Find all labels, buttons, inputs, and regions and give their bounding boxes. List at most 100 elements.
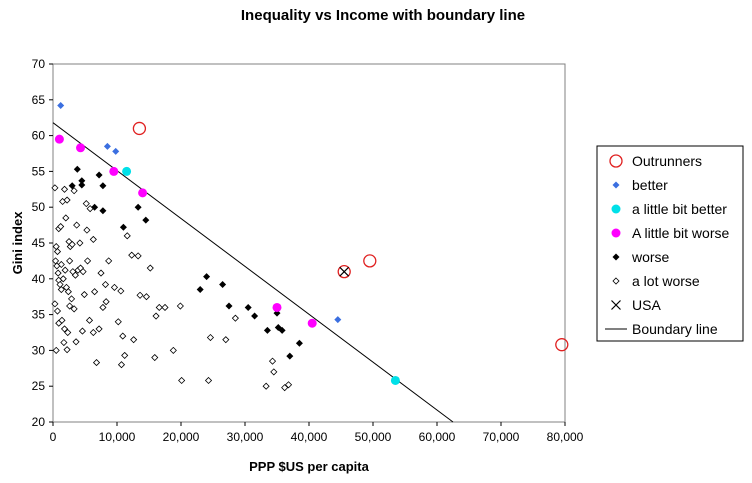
data-point-a-lot-worse: [110, 283, 119, 291]
data-point-a-little-bit-better: [390, 375, 400, 385]
data-point-a-lot-worse: [60, 325, 69, 333]
legend-box: [596, 145, 744, 342]
data-point-worse: [278, 326, 286, 334]
data-point-worse: [142, 216, 150, 224]
y-axis-label: Gini index: [10, 211, 25, 275]
data-point-a-lot-worse: [178, 376, 186, 385]
data-point-a-lot-worse: [57, 285, 65, 294]
data-point-worse: [73, 165, 81, 173]
data-point-a-lot-worse: [89, 235, 97, 243]
data-point-a-lot-worse: [83, 257, 92, 265]
data-point-better: [112, 147, 120, 155]
legend-swatch-worse: [612, 253, 620, 261]
data-point-a-lot-worse: [231, 314, 239, 322]
legend-label-usa: USA: [632, 297, 661, 313]
legend-swatch-outrunners: [609, 154, 623, 168]
data-point-a-lot-worse: [70, 305, 78, 313]
y-tick-label: 45: [32, 236, 46, 250]
data-point-a-lot-worse: [91, 288, 99, 296]
data-point-a-lot-worse: [99, 303, 107, 312]
x-tick-label: 60,000: [419, 430, 456, 444]
data-point-a-lot-worse: [206, 333, 215, 342]
data-point-a-lot-worse: [101, 280, 110, 289]
x-tick-label: 0: [50, 430, 57, 444]
data-point-a-lot-worse: [89, 328, 97, 337]
data-point-a-lot-worse: [53, 307, 62, 315]
data-point-a-lot-worse: [270, 368, 278, 376]
y-tick-label: 20: [32, 415, 46, 429]
data-point-worse: [91, 203, 99, 211]
data-point-a-lot-worse: [281, 384, 289, 392]
data-point-a-lot-worse: [152, 312, 160, 320]
legend: Outrunners better a little bit better A lit…: [596, 145, 744, 342]
data-point-a-little-bit-worse: [54, 134, 64, 144]
data-point-a-lot-worse: [51, 184, 59, 192]
y-tick-label: 60: [32, 129, 46, 143]
data-point-a-lot-worse: [72, 338, 80, 346]
data-point-a-lot-worse: [117, 361, 126, 369]
data-point-worse: [286, 352, 294, 360]
data-point-a-little-bit-worse: [76, 143, 86, 153]
data-point-a-little-bit-worse: [138, 188, 148, 198]
data-point-a-lot-worse: [83, 226, 91, 234]
data-point-a-lot-worse: [53, 248, 62, 256]
data-point-a-lot-worse: [123, 232, 131, 240]
data-point-a-lot-worse: [60, 185, 69, 193]
y-axis: 20 25 30 35 40 45 50 55 60 65 70: [32, 57, 53, 429]
data-point-better: [334, 316, 342, 324]
y-tick-label: 40: [32, 272, 46, 286]
data-point-a-lot-worse: [64, 288, 72, 296]
y-tick-label: 25: [32, 379, 46, 393]
data-point-outrunners: [363, 254, 377, 268]
data-point-a-lot-worse: [146, 264, 154, 272]
data-point-a-lot-worse: [268, 357, 277, 365]
data-point-worse: [196, 286, 204, 294]
x-tick-label: 50,000: [355, 430, 392, 444]
data-point-a-lot-worse: [57, 222, 65, 231]
x-axis: 0 10,000 20,000 30,000 40,000 50,000 60,000 70,…: [50, 422, 584, 444]
data-point-a-lot-worse: [66, 302, 74, 310]
data-point-a-lot-worse: [155, 303, 163, 312]
legend-swatch-a-lot-worse: [612, 277, 620, 285]
data-point-worse: [295, 339, 303, 347]
data-point-a-lot-worse: [284, 381, 293, 389]
data-point-worse: [99, 207, 107, 215]
legend-label-a-little-bit-better: a little bit better: [632, 201, 727, 217]
legend-swatch-a-little-bit-better: [611, 204, 621, 214]
data-point-worse: [119, 223, 127, 231]
data-point-a-little-bit-better: [122, 166, 132, 176]
x-tick-label: 10,000: [99, 430, 136, 444]
y-tick-label: 65: [32, 93, 46, 107]
legend-label-outrunners: Outrunners: [632, 153, 702, 169]
data-point-better: [103, 142, 111, 150]
legend-label-worse: worse: [631, 249, 670, 265]
data-point-a-lot-worse: [128, 251, 136, 259]
data-point-a-lot-worse: [262, 382, 270, 390]
x-tick-label: 70,000: [483, 430, 520, 444]
legend-swatch-a-little-bit-worse: [611, 228, 621, 238]
data-point-a-lot-worse: [161, 303, 169, 312]
data-point-a-lot-worse: [97, 269, 105, 277]
data-point-usa: [339, 266, 350, 277]
data-point-worse: [251, 312, 259, 320]
data-point-a-lot-worse: [222, 336, 230, 344]
data-point-a-lot-worse: [151, 353, 159, 362]
data-point-outrunners: [337, 264, 351, 279]
data-point-a-lot-worse: [136, 291, 144, 299]
data-point-a-lot-worse: [79, 268, 87, 276]
data-point-worse: [203, 273, 211, 281]
data-point-worse: [244, 303, 252, 311]
data-point-a-lot-worse: [59, 275, 67, 283]
boundary-line: [52, 122, 454, 423]
legend-label-a-little-bit-worse: A little bit worse: [632, 225, 729, 241]
data-point-a-lot-worse: [53, 262, 61, 270]
data-point-a-lot-worse: [95, 325, 103, 333]
legend-label-boundary-line: Boundary line: [632, 321, 718, 337]
data-point-a-lot-worse: [82, 200, 90, 208]
data-point-worse: [78, 177, 86, 185]
y-tick-label: 70: [32, 57, 46, 71]
data-point-a-lot-worse: [117, 287, 125, 295]
data-point-a-little-bit-worse: [272, 302, 282, 312]
chart-title: Inequality vs Income with boundary line: [241, 7, 525, 24]
